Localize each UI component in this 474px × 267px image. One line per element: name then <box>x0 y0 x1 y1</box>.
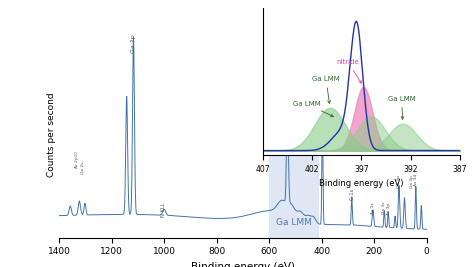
Text: Ga 3p: Ga 3p <box>410 175 414 188</box>
Text: As 3p: As 3p <box>387 203 391 215</box>
X-axis label: Binding energy (eV): Binding energy (eV) <box>319 179 404 188</box>
X-axis label: Binding energy (eV): Binding energy (eV) <box>191 262 295 267</box>
Text: Ga 3p: Ga 3p <box>397 175 401 188</box>
Bar <box>269 32 319 238</box>
Y-axis label: Counts per second: Counts per second <box>47 93 56 177</box>
Text: C 1s: C 1s <box>350 189 355 200</box>
Text: As 2p$_{3/2}$: As 2p$_{3/2}$ <box>73 150 81 169</box>
Text: Ga LMM: Ga LMM <box>276 218 312 227</box>
Text: nitride: nitride <box>337 59 361 83</box>
Text: O 1s: O 1s <box>284 136 289 150</box>
Text: N KLL: N KLL <box>161 202 166 217</box>
Text: Ga LMM: Ga LMM <box>388 96 416 119</box>
Text: Ga 2s: Ga 2s <box>81 162 85 174</box>
Text: As 3d: As 3d <box>414 173 418 186</box>
Text: As 3s: As 3s <box>371 202 375 214</box>
Text: Ga 3s: Ga 3s <box>383 202 386 214</box>
Text: Ga LMM: Ga LMM <box>292 101 334 117</box>
Text: Ga LMM: Ga LMM <box>312 76 340 103</box>
Text: Ga 2p: Ga 2p <box>131 34 136 53</box>
Text: N 1s: N 1s <box>320 106 326 119</box>
